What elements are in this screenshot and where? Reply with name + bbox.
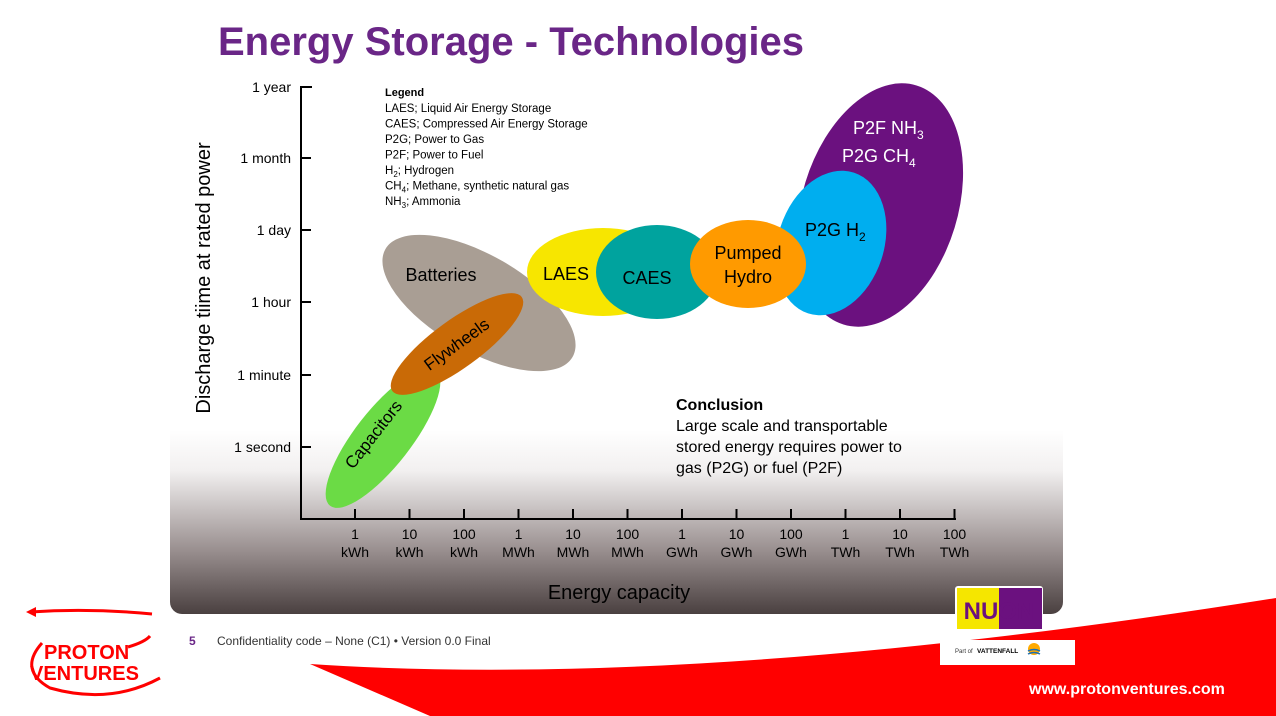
x-tick-value: 10 [565, 526, 581, 542]
capacitors-ellipse [325, 368, 441, 508]
gradient-panel [170, 430, 1063, 614]
legend-item: P2F; Power to Fuel [385, 150, 483, 162]
legend-item: P2G; Power to Gas [385, 134, 484, 146]
x-tick-value: 100 [943, 526, 967, 542]
x-tick-unit: GWh [666, 544, 698, 560]
pumped-hydro-ellipse [690, 220, 806, 308]
x-tick-unit: kWh [341, 544, 369, 560]
y-axis-label: Discharge tiime at rated power [193, 142, 215, 414]
proton-ventures-logo: PROTON VENTURES [26, 607, 161, 697]
y-tick-label: 1 minute [237, 367, 291, 383]
svg-text:PROTON: PROTON [44, 642, 129, 664]
p2f-nh3-label: P2F NH3 [853, 118, 924, 142]
x-tick-unit: MWh [502, 544, 535, 560]
legend-item: CH4; Methane, synthetic natural gas [385, 181, 569, 195]
website-url: www.protonventures.com [1029, 681, 1225, 698]
caes-ellipse [596, 225, 718, 319]
y-tick-label: 1 second [234, 439, 291, 455]
conclusion: Conclusion Large scale and transportable… [676, 397, 902, 477]
x-tick-unit: kWh [396, 544, 424, 560]
x-tick-value: 1 [842, 526, 850, 542]
x-tick-value: 10 [402, 526, 418, 542]
legend-item: NH3; Ammonia [385, 196, 461, 210]
legend: Legend LAES; Liquid Air Energy Storage CA… [385, 87, 588, 210]
svg-text:VATTENFALL: VATTENFALL [977, 648, 1018, 655]
svg-text:stored energy requires power t: stored energy requires power to [676, 439, 902, 456]
x-tick-value: 10 [892, 526, 908, 542]
nuon-logo: NUON Part of VATTENFALL [955, 586, 1043, 655]
x-tick-value: 1 [515, 526, 523, 542]
svg-text:NUON: NUON [964, 598, 1035, 625]
pumped-hydro-label-2: Hydro [724, 267, 772, 287]
x-tick-value: 100 [452, 526, 476, 542]
svg-text:gas (P2G) or fuel (P2F): gas (P2G) or fuel (P2F) [676, 460, 842, 477]
x-tick-value: 100 [616, 526, 640, 542]
x-tick-unit: kWh [450, 544, 478, 560]
x-tick-unit: TWh [940, 544, 970, 560]
laes-label: LAES [543, 264, 589, 284]
svg-text:VENTURES: VENTURES [30, 663, 139, 685]
x-axis-label: Energy capacity [548, 582, 690, 604]
pumped-hydro-label-1: Pumped [714, 243, 781, 263]
x-tick-unit: MWh [611, 544, 644, 560]
page-number: 5 [189, 634, 196, 648]
legend-item: CAES; Compressed Air Energy Storage [385, 119, 588, 131]
x-tick-unit: MWh [557, 544, 590, 560]
svg-text:Large scale and transportable: Large scale and transportable [676, 418, 888, 435]
y-tick-label: 1 month [240, 150, 291, 166]
x-tick-unit: GWh [721, 544, 753, 560]
y-tick-label: 1 year [252, 79, 291, 95]
x-tick-value: 10 [729, 526, 745, 542]
p2g-ch4-label: P2G CH4 [842, 146, 916, 170]
y-tick-label: 1 day [257, 222, 291, 238]
x-tick-value: 1 [678, 526, 686, 542]
y-tick-label: 1 hour [251, 294, 291, 310]
x-tick-unit: TWh [885, 544, 915, 560]
x-tick-unit: TWh [831, 544, 861, 560]
svg-text:Legend: Legend [385, 87, 424, 99]
p2g-h2-ellipse [775, 170, 887, 316]
flywheels-ellipse [390, 293, 524, 395]
x-tick-value: 1 [351, 526, 359, 542]
batteries-label: Batteries [405, 265, 476, 285]
page-title: Energy Storage - Technologies [218, 20, 805, 64]
legend-item: H2; Hydrogen [385, 165, 454, 179]
confidentiality-footer: Confidentiality code – None (C1) • Versi… [217, 634, 491, 648]
caes-label: CAES [622, 268, 671, 288]
p2g-h2-label: P2G H2 [805, 220, 866, 244]
svg-text:Conclusion: Conclusion [676, 397, 763, 414]
svg-text:Part of: Part of [955, 649, 973, 655]
x-tick-value: 100 [779, 526, 803, 542]
x-tick-unit: GWh [775, 544, 807, 560]
legend-item: LAES; Liquid Air Energy Storage [385, 103, 551, 115]
